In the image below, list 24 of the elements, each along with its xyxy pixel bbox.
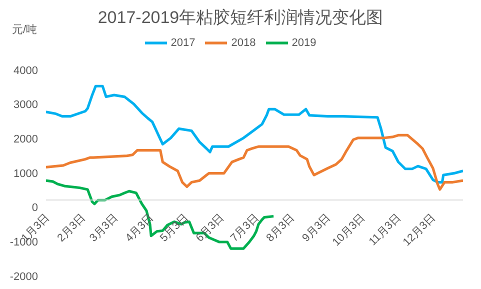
x-tick-label: 10月3日 [330, 212, 368, 249]
line-series [46, 134, 463, 191]
x-tick-label: 2月3日 [55, 212, 88, 244]
y-tick-label: 2000 [14, 134, 38, 146]
line-series [46, 84, 463, 184]
x-tick-label: 8月3日 [264, 212, 298, 244]
x-tick-label: 6月3日 [194, 212, 227, 244]
legend-label: 2018 [231, 36, 256, 49]
y-axis-title: 元/吨 [12, 23, 38, 37]
x-tick-label: 4月3日 [123, 212, 156, 244]
y-tick-label: 1000 [14, 168, 38, 180]
y-tick-label: 4000 [14, 64, 38, 77]
x-tick-label: 7月3日 [228, 212, 262, 244]
x-tick-label: 12月3日 [400, 212, 438, 249]
y-tick-label: 3000 [14, 99, 38, 112]
x-tick-label: 3月3日 [88, 212, 120, 244]
y-tick-label: 0 [32, 202, 38, 214]
legend-label: 2017 [170, 36, 196, 49]
legend-label: 2019 [292, 36, 316, 49]
chart-title: 2017-2019年粘胶短纤利润情况变化图 [98, 8, 384, 27]
x-tick-label: 5月3日 [158, 212, 191, 244]
x-tick-label: 11月3日 [366, 212, 404, 248]
y-tick-label: -2000 [10, 270, 38, 283]
x-tick-label: 9月3日 [300, 212, 333, 244]
